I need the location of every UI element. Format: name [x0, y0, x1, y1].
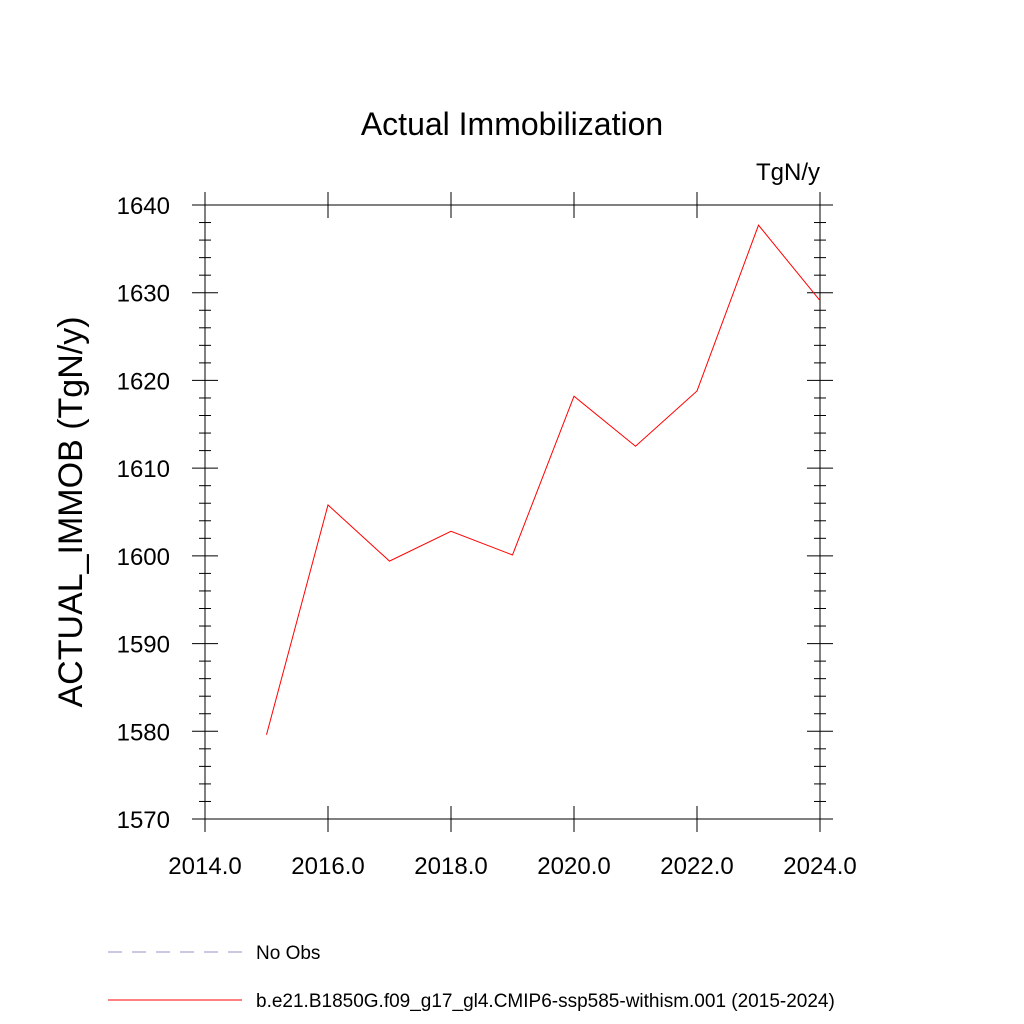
units-label: TgN/y	[756, 159, 820, 186]
y-tick-label: 1570	[117, 807, 170, 834]
legend-label: b.e21.B1850G.f09_g17_gl4.CMIP6-ssp585-wi…	[256, 991, 835, 1012]
y-tick-label: 1610	[117, 456, 170, 483]
chart-title: Actual Immobilization	[361, 106, 663, 142]
y-tick-label: 1580	[117, 719, 170, 746]
legend: No Obs b.e21.B1850G.f09_g17_gl4.CMIP6-ssp…	[108, 943, 835, 1012]
y-tick-label: 1620	[117, 368, 170, 395]
axis-ticks	[192, 192, 833, 832]
y-axis-label: ACTUAL_IMMOB (TgN/y)	[52, 316, 90, 707]
series-layer	[266, 224, 821, 735]
x-tick-label: 2018.0	[414, 853, 487, 880]
x-tick-label: 2024.0	[783, 853, 856, 880]
y-tick-label: 1640	[117, 193, 170, 220]
legend-label: No Obs	[256, 943, 320, 964]
x-tick-label: 2022.0	[660, 853, 733, 880]
x-tick-label: 2020.0	[537, 853, 610, 880]
plot-frame	[204, 204, 821, 820]
y-tick-label: 1590	[117, 632, 170, 659]
x-tick-label: 2016.0	[291, 853, 364, 880]
y-tick-label: 1630	[117, 281, 170, 308]
y-tick-label: 1600	[117, 544, 170, 571]
tick-labels: 2014.0 2016.0 2018.0 2020.0 2022.0 2024.0 1570…	[117, 193, 857, 880]
series-line	[266, 224, 821, 735]
x-tick-label: 2014.0	[168, 853, 241, 880]
